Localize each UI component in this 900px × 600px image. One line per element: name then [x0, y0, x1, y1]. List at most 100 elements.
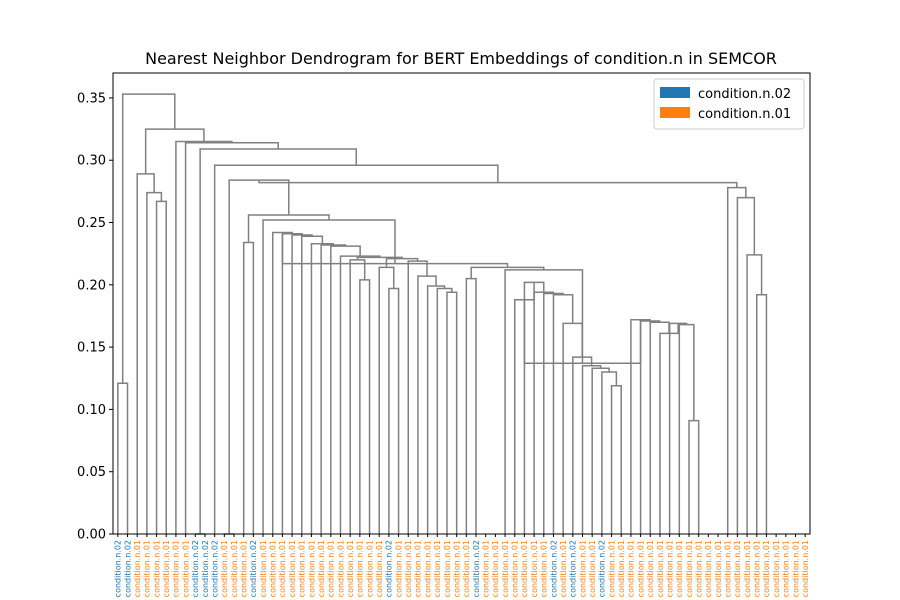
legend-box [653, 78, 805, 130]
leaf-label: condition.n.01 [346, 540, 355, 597]
leaf-label: condition.n.01 [685, 540, 694, 597]
dendrogram-link [513, 282, 535, 534]
leaf-label: condition.n.01 [172, 540, 181, 597]
leaf-label: condition.n.01 [646, 540, 655, 597]
dendrogram-link [378, 266, 395, 534]
dendrogram-link [630, 318, 651, 534]
leaf-label: condition.n.01 [540, 540, 549, 597]
leaf-label: condition.n.01 [375, 540, 384, 597]
y-tick-label: 0.30 [77, 154, 106, 169]
leaf-label: condition.n.01 [782, 540, 791, 597]
leaf-label: condition.n.01 [675, 540, 684, 597]
dendrogram-link [262, 219, 396, 534]
dendrogram-link [436, 287, 453, 534]
leaf-label: condition.n.01 [152, 540, 161, 597]
leaf-label: condition.n.02 [114, 540, 123, 597]
legend-label: condition.n.01 [698, 107, 791, 122]
y-tick-label: 0.20 [77, 278, 106, 293]
leaf-label: condition.n.01 [607, 540, 616, 597]
leaf-label: condition.n.01 [724, 540, 733, 597]
dendrogram-link [228, 179, 290, 534]
leaf-label: condition.n.01 [801, 540, 810, 597]
leaf-label: condition.n.01 [230, 540, 239, 597]
leaf-label: condition.n.01 [143, 540, 152, 597]
leaf-label: condition.n.01 [365, 540, 374, 597]
leaf-label: condition.n.01 [462, 540, 471, 597]
leaf-label: condition.n.01 [714, 540, 723, 597]
plot-frame [112, 72, 811, 535]
leaf-label: condition.n.01 [423, 540, 432, 597]
leaf-label: condition.n.01 [588, 540, 597, 597]
dendrogram-link [310, 242, 335, 534]
dendrogram-link [446, 291, 458, 534]
leaf-label: condition.n.01 [791, 540, 800, 597]
dendrogram-link [121, 93, 176, 384]
leaf-label: condition.n.01 [520, 540, 529, 597]
dendrogram-link [320, 244, 347, 534]
dendrogram-link [746, 254, 763, 534]
leaf-label: condition.n.01 [394, 540, 403, 597]
dendrogram-link [426, 285, 446, 534]
chart-title: Nearest Neighbor Dendrogram for BERT Emb… [145, 49, 777, 68]
y-tick-label: 0.15 [77, 341, 106, 356]
leaf-label: condition.n.02 [210, 540, 219, 597]
dendrogram-link [242, 241, 255, 534]
leaf-label: condition.n.01 [133, 540, 142, 597]
leaf-label: condition.n.01 [259, 540, 268, 597]
leaf-label: condition.n.02 [201, 540, 210, 597]
dendrogram-link [184, 142, 279, 534]
leaf-label: condition.n.02 [191, 540, 200, 597]
leaf-label: condition.n.01 [627, 540, 636, 597]
dendrogram-link [117, 382, 129, 534]
leaf-label: condition.n.01 [530, 540, 539, 597]
dendrogram-links [117, 93, 768, 535]
leaf-label: condition.n.01 [269, 540, 278, 597]
leaf-label: condition.n.01 [307, 540, 316, 597]
dendrogram-link [756, 294, 768, 534]
legend-swatch [660, 107, 690, 118]
leaf-label: condition.n.01 [482, 540, 491, 597]
dendrogram-link [668, 322, 688, 534]
leaf-label: condition.n.02 [385, 540, 394, 597]
leaf-label: condition.n.01 [704, 540, 713, 597]
dendrogram-link [659, 323, 679, 534]
leaf-label: condition.n.01 [181, 540, 190, 597]
leaf-label: condition.n.01 [656, 540, 665, 597]
leaf-label: condition.n.01 [491, 540, 500, 597]
leaf-label: condition.n.01 [578, 540, 587, 597]
leaf-label: condition.n.01 [414, 540, 423, 597]
leaf-label: condition.n.01 [404, 540, 413, 597]
leaf-label: condition.n.01 [220, 540, 229, 597]
dendrogram-link [465, 277, 477, 534]
dendrogram-link [136, 173, 155, 534]
leaf-label: condition.n.01 [443, 540, 452, 597]
leaf-label: condition.n.01 [452, 540, 461, 597]
dendrogram-link [610, 384, 622, 534]
leaf-label: condition.n.02 [598, 540, 607, 597]
leaf-label: condition.n.02 [549, 540, 558, 597]
leaf-label: condition.n.01 [327, 540, 336, 597]
leaf-label: condition.n.01 [636, 540, 645, 597]
dendrogram-link [330, 245, 361, 534]
leaf-label: condition.n.02 [472, 540, 481, 597]
leaf-label: condition.n.01 [665, 540, 674, 597]
y-tick-label: 0.35 [77, 91, 106, 106]
leaf-label: condition.n.01 [288, 540, 297, 597]
dendrogram-link [688, 419, 700, 534]
legend: condition.n.02 condition.n.01 [653, 78, 805, 130]
dendrogram-link [301, 235, 324, 534]
y-axis: 0.00 0.05 0.10 0.15 0.20 0.25 0.30 0.35 [77, 91, 113, 543]
legend-swatch [660, 87, 690, 98]
leaf-label: condition.n.01 [239, 540, 248, 597]
dendrogram-link [359, 279, 371, 534]
y-tick-label: 0.25 [77, 216, 106, 231]
leaf-label: condition.n.01 [511, 540, 520, 597]
dendrogram-link [199, 148, 358, 534]
y-tick-label: 0.00 [77, 528, 106, 543]
leaf-label: condition.n.01 [501, 540, 510, 597]
dendrogram-link [736, 196, 756, 534]
leaf-label: condition.n.01 [278, 540, 287, 597]
dendrogram-link [175, 140, 233, 534]
dendrogram-link [470, 266, 545, 279]
leaf-label: condition.n.01 [753, 540, 762, 597]
